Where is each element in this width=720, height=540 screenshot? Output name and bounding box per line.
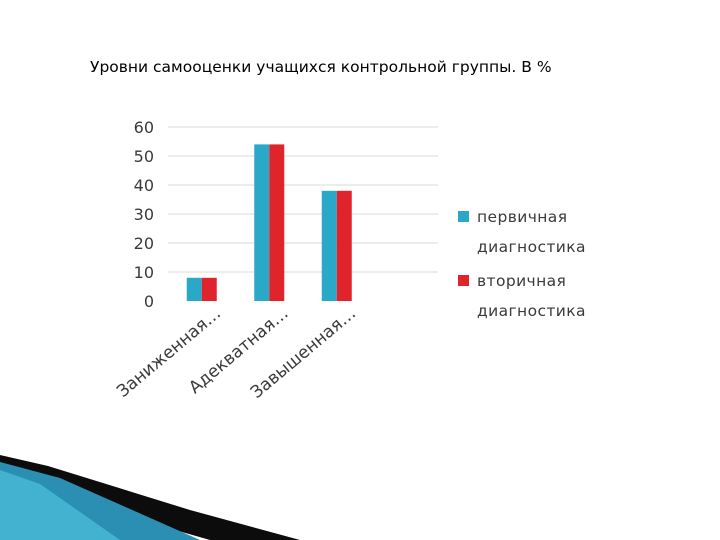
y-axis-ticks: 0 10 20 30 40 50 60 <box>134 118 154 311</box>
y-tick-label: 20 <box>134 234 154 253</box>
legend-label-2: вторичная <box>477 272 566 290</box>
bars <box>186 144 352 301</box>
bar-1-2 <box>254 144 270 301</box>
legend-label-1: диагностика <box>477 238 586 256</box>
bar-2-2 <box>269 144 285 301</box>
y-tick-label: 40 <box>134 176 154 195</box>
bar-1-3 <box>321 190 337 301</box>
y-tick-label: 10 <box>134 263 154 282</box>
y-tick-label: 50 <box>134 147 154 166</box>
legend-label-1: первичная <box>477 208 567 226</box>
slide-title: Уровни самооценки учащихся контрольной г… <box>90 58 552 76</box>
bar-2-3 <box>336 190 352 301</box>
y-tick-label: 60 <box>134 118 154 137</box>
bar-1-1 <box>186 277 202 301</box>
legend-swatch-1 <box>458 211 469 222</box>
decor-teal-highlight <box>0 470 120 540</box>
legend: первичная диагностика вторичная диагностика <box>458 208 586 320</box>
grid-lines <box>168 126 438 273</box>
decor-dark-stripe <box>0 455 300 540</box>
y-tick-label: 30 <box>134 205 154 224</box>
legend-swatch-2 <box>458 275 469 286</box>
y-tick-label: 0 <box>144 292 154 311</box>
legend-label-2: диагностика <box>477 302 586 320</box>
bar-2-1 <box>201 277 217 301</box>
